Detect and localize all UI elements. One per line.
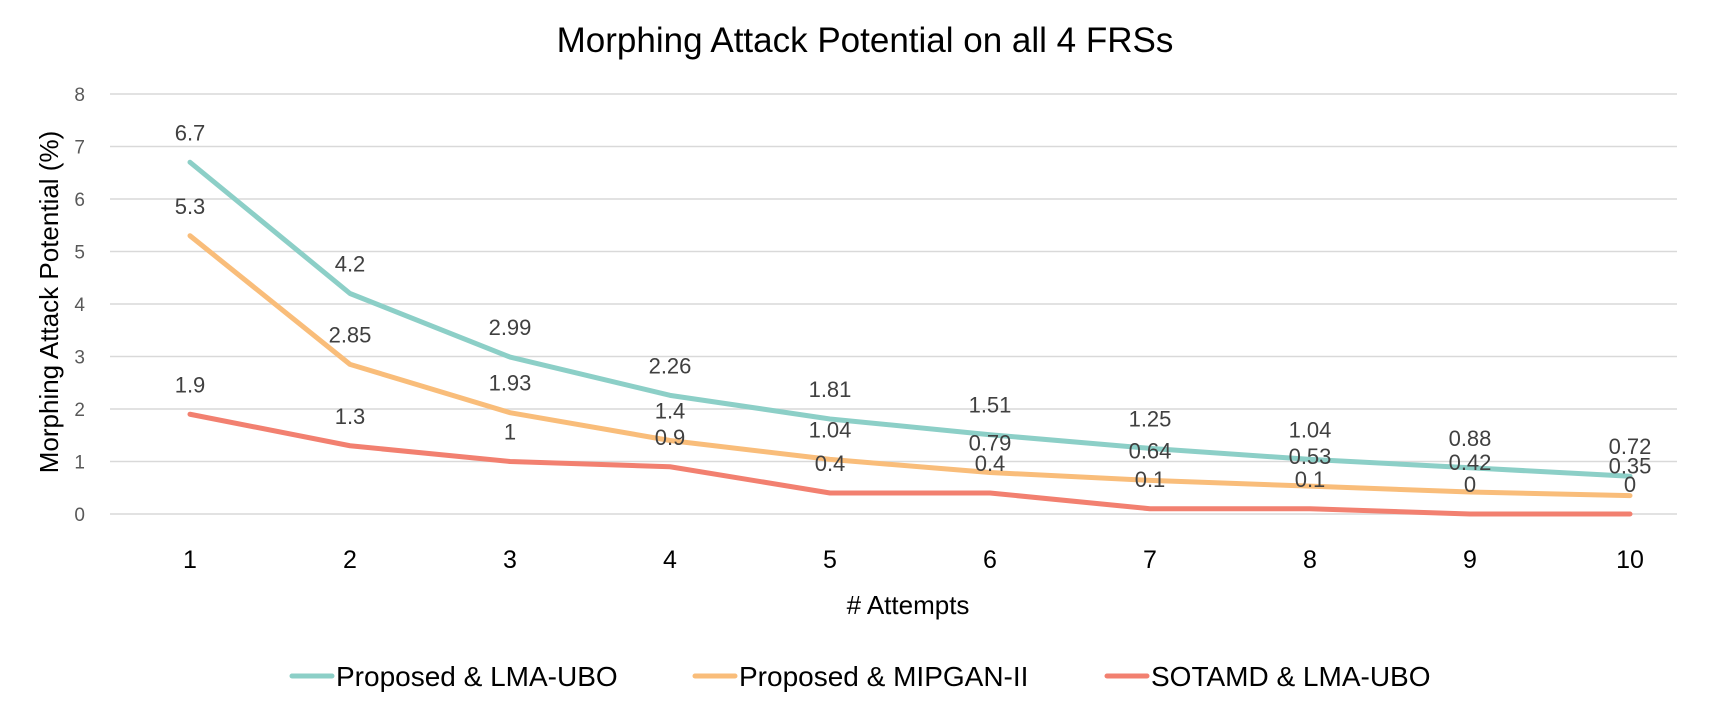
y-tick-label: 3 — [74, 348, 85, 369]
x-tick-label: 5 — [823, 546, 837, 574]
data-label: 0.9 — [655, 425, 686, 450]
data-label: 0.42 — [1449, 450, 1492, 475]
x-axis-label: # Attempts — [847, 590, 970, 620]
chart-title: Morphing Attack Potential on all 4 FRSs — [557, 21, 1174, 60]
series-line-2 — [187, 233, 1633, 499]
data-label: 0.72 — [1609, 434, 1652, 459]
data-label: 0.79 — [969, 431, 1012, 456]
y-tick-label: 8 — [74, 85, 85, 106]
data-label: 0.53 — [1289, 444, 1332, 469]
data-label: 1.04 — [809, 417, 852, 442]
legend: Proposed & LMA-UBO Proposed & MIPGAN-II SO… — [289, 661, 1431, 692]
x-tick-label: 10 — [1616, 546, 1644, 574]
legend-label: SOTAMD & LMA-UBO — [1151, 661, 1431, 692]
x-axis-ticks: 1 2 3 4 5 6 7 8 9 10 — [183, 546, 1644, 574]
data-label: 1.04 — [1289, 417, 1332, 442]
data-label: 5.3 — [175, 194, 206, 219]
data-label: 0.35 — [1609, 454, 1652, 479]
x-tick-label: 2 — [343, 546, 357, 574]
y-tick-label: 6 — [74, 190, 85, 211]
data-labels: 6.7 4.2 2.99 2.26 1.81 1.51 1.25 1.04 0.88 0.72 5.… — [175, 120, 1652, 497]
data-label: 4.2 — [335, 252, 366, 277]
data-label: 1.93 — [489, 371, 532, 396]
data-label: 0.88 — [1449, 426, 1492, 451]
data-label: 1.51 — [969, 393, 1012, 418]
data-label: 2.85 — [329, 322, 372, 347]
y-axis-label: Morphing Attack Potential (%) — [34, 131, 64, 474]
x-tick-label: 3 — [503, 546, 517, 574]
data-label: 1.81 — [809, 377, 852, 402]
data-label: 1.25 — [1129, 406, 1172, 431]
data-label: 1.9 — [175, 372, 206, 397]
data-label: 2.99 — [489, 315, 532, 340]
data-label: 0.4 — [815, 451, 846, 476]
data-label: 0.1 — [1295, 467, 1326, 492]
data-label: 2.26 — [649, 353, 692, 378]
data-label: 1.4 — [655, 399, 686, 424]
y-tick-label: 7 — [74, 138, 85, 159]
x-tick-label: 4 — [663, 546, 677, 574]
x-tick-label: 8 — [1303, 546, 1317, 574]
legend-label: Proposed & MIPGAN-II — [739, 661, 1028, 692]
legend-label: Proposed & LMA-UBO — [336, 661, 618, 692]
grid-lines — [110, 93, 1677, 515]
x-tick-label: 7 — [1143, 546, 1157, 574]
y-tick-label: 2 — [74, 400, 85, 421]
data-label: 6.7 — [175, 120, 206, 145]
data-label: 0.64 — [1129, 438, 1172, 463]
series-group — [187, 159, 1633, 517]
data-label: 0.1 — [1135, 467, 1166, 492]
data-label: 0 — [1624, 472, 1636, 497]
data-label: 0 — [1464, 472, 1476, 497]
x-tick-label: 1 — [183, 546, 197, 574]
data-label: 1 — [504, 420, 516, 445]
data-label: 1.3 — [335, 404, 366, 429]
y-tick-label: 4 — [74, 295, 85, 316]
data-label: 0.4 — [975, 451, 1006, 476]
series-line-3 — [187, 411, 1633, 517]
x-tick-label: 9 — [1463, 546, 1477, 574]
y-axis-ticks: 0 1 2 3 4 5 6 7 8 — [74, 85, 85, 526]
y-tick-label: 5 — [74, 243, 85, 264]
y-tick-label: 0 — [74, 505, 85, 526]
series-line-1 — [187, 159, 1633, 479]
x-tick-label: 6 — [983, 546, 997, 574]
y-tick-label: 1 — [74, 453, 85, 474]
